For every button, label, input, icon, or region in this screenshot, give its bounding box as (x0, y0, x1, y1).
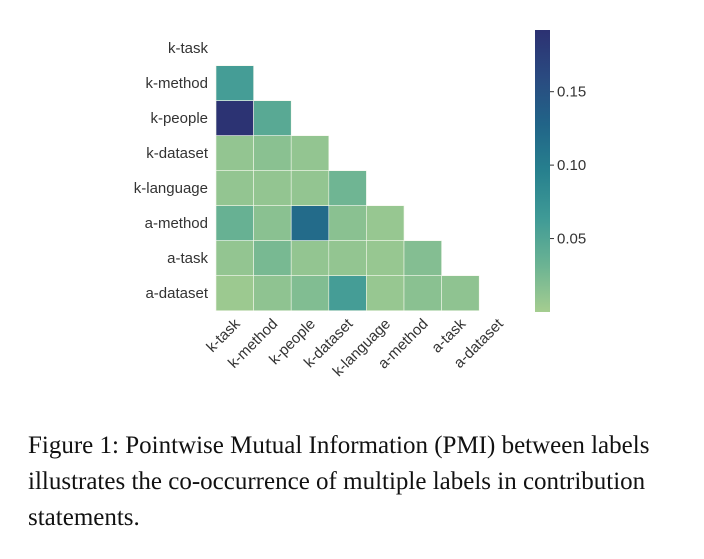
y-tick-label: a-dataset (145, 285, 208, 302)
heatmap-cell (328, 275, 367, 312)
heatmap-cell (253, 135, 292, 171)
heatmap-cell (215, 100, 254, 136)
colorbar-tick-label: 0.15 (557, 84, 586, 101)
y-tick-label: k-method (145, 75, 208, 92)
heatmap-cell (215, 170, 254, 206)
heatmap-cell (366, 205, 405, 241)
heatmap-cell (215, 65, 254, 101)
heatmap-cell (290, 275, 330, 312)
heatmap-cell (290, 205, 330, 241)
heatmap-cell (290, 170, 330, 206)
y-tick-label: a-method (145, 215, 208, 232)
heatmap-cell (441, 275, 480, 312)
y-tick-label: k-dataset (146, 145, 209, 162)
heatmap-cell (328, 240, 367, 276)
y-tick-label: k-language (134, 180, 208, 197)
heatmap-cell (290, 135, 330, 171)
pmi-heatmap: k-task k-method k-people k-dataset k-languag… (134, 30, 586, 380)
heatmap-cell (328, 205, 367, 241)
heatmap-cell (366, 240, 405, 276)
heatmap-cell (215, 275, 254, 312)
y-tick-label: k-task (168, 40, 209, 57)
heatmap-cell (215, 205, 254, 241)
colorbar-tick-label: 0.10 (557, 157, 586, 174)
heatmap-cell (290, 240, 330, 276)
heatmap-cell (215, 135, 254, 171)
heatmap-cell (328, 170, 367, 206)
heatmap-cell (253, 100, 292, 136)
colorbar (535, 30, 550, 312)
heatmap-cell (253, 240, 292, 276)
figure-caption: Figure 1: Pointwise Mutual Information (… (28, 432, 650, 531)
heatmap-cell (403, 240, 442, 276)
heatmap-cell (253, 170, 292, 206)
heatmap-cell (403, 275, 442, 312)
heatmap-cell (366, 275, 405, 312)
y-tick-label: k-people (150, 110, 208, 127)
heatmap-cell (215, 240, 254, 276)
heatmap-cell (253, 205, 292, 241)
y-tick-label: a-task (167, 250, 208, 267)
colorbar-tick-label: 0.05 (557, 231, 586, 248)
heatmap-cell (253, 275, 292, 312)
